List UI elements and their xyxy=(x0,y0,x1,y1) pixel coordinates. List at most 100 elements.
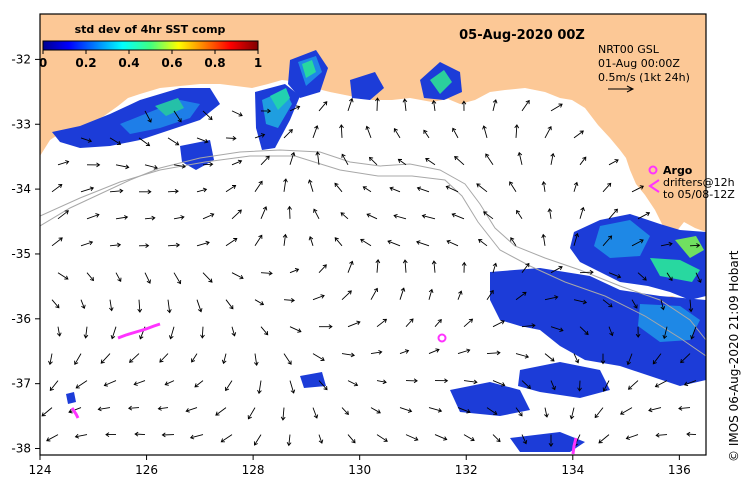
current-arrow-icon xyxy=(231,209,242,220)
current-arrow-icon xyxy=(49,380,59,392)
argo-legend-line-1: drifters@12h xyxy=(663,176,735,189)
current-arrow-icon xyxy=(457,290,463,300)
current-arrow-icon xyxy=(283,353,292,365)
current-arrow-icon xyxy=(315,151,321,165)
current-arrow-icon xyxy=(434,378,449,384)
current-arrow-icon xyxy=(686,431,697,437)
current-arrow-icon xyxy=(695,272,702,284)
current-arrow-icon xyxy=(573,299,588,305)
current-arrow-icon xyxy=(431,99,437,111)
current-arrow-icon xyxy=(231,110,243,117)
current-arrow-icon xyxy=(434,434,448,441)
current-arrow-icon xyxy=(318,324,333,329)
current-arrow-icon xyxy=(397,158,407,166)
current-arrow-icon xyxy=(280,407,286,421)
current-arrow-icon xyxy=(602,380,610,392)
current-arrow-icon xyxy=(362,186,372,193)
colorbar-ticks: 0 0.2 0.4 0.6 0.8 1 xyxy=(39,50,262,70)
current-arrow-icon xyxy=(635,326,641,338)
current-arrow-icon xyxy=(231,326,237,337)
current-arrow-icon xyxy=(318,101,328,112)
x-tick-label: 124 xyxy=(29,463,52,477)
current-arrow-icon xyxy=(225,380,233,392)
current-arrow-icon xyxy=(573,353,580,364)
y-tick-label: -35 xyxy=(11,247,31,261)
current-arrow-icon xyxy=(189,434,204,440)
current-arrow-icon xyxy=(221,353,227,365)
current-arrow-icon xyxy=(231,272,244,280)
current-arrow-icon xyxy=(544,295,559,301)
current-arrow-icon xyxy=(48,353,53,366)
current-arrow-icon xyxy=(405,434,419,441)
current-arrow-icon xyxy=(370,407,381,414)
current-arrow-icon xyxy=(312,353,325,361)
current-arrow-icon xyxy=(110,326,117,340)
current-arrow-icon xyxy=(289,380,296,394)
current-arrow-icon xyxy=(515,291,527,301)
current-arrow-icon xyxy=(115,215,129,220)
y-axis: -32 -33 -34 -35 -36 -37 -38 xyxy=(11,52,40,456)
current-arrow-icon xyxy=(341,290,352,301)
current-arrow-icon xyxy=(57,160,70,166)
current-arrow-icon xyxy=(257,380,262,395)
current-arrow-icon xyxy=(339,124,344,138)
current-arrow-icon xyxy=(577,380,582,392)
current-arrow-icon xyxy=(173,163,186,169)
current-arrow-icon xyxy=(602,235,613,247)
current-arrow-icon xyxy=(660,299,666,311)
current-arrow-icon xyxy=(283,129,293,139)
current-arrow-icon xyxy=(405,318,414,328)
current-arrow-icon xyxy=(51,184,63,193)
current-arrow-icon xyxy=(139,189,152,195)
current-arrow-icon xyxy=(109,188,124,194)
current-arrow-icon xyxy=(286,434,292,447)
current-arrow-icon xyxy=(428,288,434,300)
current-arrow-icon xyxy=(80,186,95,193)
current-arrow-icon xyxy=(652,353,662,365)
current-arrow-icon xyxy=(138,137,151,147)
current-arrow-icon xyxy=(631,185,645,193)
current-arrow-icon xyxy=(109,137,122,145)
current-arrow-icon xyxy=(548,434,554,448)
info-line-1: NRT00 GSL xyxy=(598,43,660,56)
current-arrow-icon xyxy=(446,239,459,247)
argo-legend-line-2: to 05/08-12Z xyxy=(663,188,735,201)
x-tick-label: 132 xyxy=(455,463,478,477)
current-arrow-icon xyxy=(347,380,359,387)
current-arrow-icon xyxy=(492,99,498,112)
current-arrow-icon xyxy=(648,407,662,413)
current-arrow-icon xyxy=(486,289,494,300)
current-arrow-icon xyxy=(247,407,256,420)
current-arrow-icon xyxy=(376,434,388,442)
current-arrow-icon xyxy=(80,137,93,143)
current-arrow-icon xyxy=(514,124,520,138)
current-arrow-icon xyxy=(318,264,327,274)
current-arrow-icon xyxy=(173,110,182,123)
current-arrow-icon xyxy=(196,187,208,193)
current-arrow-icon xyxy=(260,206,268,219)
current-arrow-icon xyxy=(289,326,302,333)
current-arrow-icon xyxy=(550,326,564,333)
current-arrow-icon xyxy=(521,434,528,445)
info-line-2: 01-Aug 00:00Z xyxy=(598,57,680,70)
current-arrow-icon xyxy=(41,407,53,417)
current-arrow-icon xyxy=(115,272,122,283)
colorbar-tick-label: 1 xyxy=(254,56,262,70)
current-arrow-icon xyxy=(620,407,633,415)
current-arrow-icon xyxy=(56,326,62,337)
current-arrow-icon xyxy=(550,152,556,165)
current-arrow-icon xyxy=(579,156,587,166)
argo-drifter-tracks xyxy=(70,322,578,455)
current-arrow-icon xyxy=(108,299,114,312)
current-arrow-icon xyxy=(185,407,198,413)
current-arrow-icon xyxy=(74,433,88,439)
y-tick-label: -36 xyxy=(11,312,31,326)
current-arrow-icon xyxy=(200,326,205,339)
current-arrow-icon xyxy=(393,128,401,139)
current-arrow-icon xyxy=(573,181,579,192)
current-arrow-icon xyxy=(144,110,152,123)
current-arrow-icon xyxy=(254,133,266,139)
current-arrow-icon xyxy=(46,434,59,442)
current-arrow-icon xyxy=(194,380,204,388)
